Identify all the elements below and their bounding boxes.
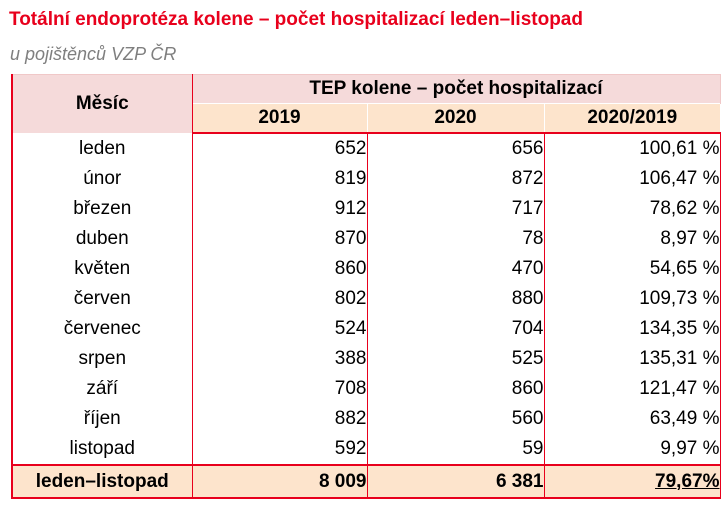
cell-2020: 656 <box>367 133 545 164</box>
cell-ratio: 106,47 % <box>544 164 721 194</box>
cell-2019: 882 <box>192 404 368 434</box>
cell-ratio: 9,97 % <box>544 434 721 465</box>
cell-month: červen <box>11 284 193 314</box>
total-2019: 8 009 <box>192 464 368 499</box>
header-2020: 2020 <box>366 103 545 134</box>
table-title: Totální endoprotéza kolene – počet hospi… <box>9 9 583 30</box>
header-group: TEP kolene – počet hospitalizací <box>192 74 721 104</box>
cell-ratio: 100,61 % <box>544 133 721 164</box>
cell-ratio: 134,35 % <box>544 314 721 344</box>
header-2019: 2019 <box>192 103 367 134</box>
table-row: únor 819 872 106,47 % <box>11 164 721 194</box>
header-ratio: 2020/2019 <box>544 103 720 134</box>
cell-2019: 592 <box>192 434 368 465</box>
cell-month: duben <box>11 224 193 254</box>
cell-2020: 525 <box>367 344 545 374</box>
cell-month: leden <box>11 133 193 164</box>
cell-ratio: 109,73 % <box>544 284 721 314</box>
cell-2019: 912 <box>192 194 368 224</box>
total-ratio-value: 79,67% <box>655 470 720 492</box>
cell-2020: 78 <box>367 224 545 254</box>
cell-ratio: 63,49 % <box>544 404 721 434</box>
table-row: červen 802 880 109,73 % <box>11 284 721 314</box>
cell-ratio: 135,31 % <box>544 344 721 374</box>
cell-2020: 704 <box>367 314 545 344</box>
total-label: leden–listopad <box>11 464 193 499</box>
cell-2019: 388 <box>192 344 368 374</box>
table-body: leden 652 656 100,61 % únor 819 872 106,… <box>11 133 721 499</box>
cell-2020: 872 <box>367 164 545 194</box>
cell-2019: 524 <box>192 314 368 344</box>
cell-2020: 560 <box>367 404 545 434</box>
cell-2020: 59 <box>367 434 545 465</box>
table-row: listopad 592 59 9,97 % <box>11 434 721 465</box>
table-row: září 708 860 121,47 % <box>11 374 721 404</box>
table-row: říjen 882 560 63,49 % <box>11 404 721 434</box>
cell-month: únor <box>11 164 193 194</box>
cell-month: květen <box>11 254 193 284</box>
total-2020: 6 381 <box>367 464 545 499</box>
total-ratio: 79,67% <box>544 464 721 499</box>
cell-2020: 717 <box>367 194 545 224</box>
cell-2019: 708 <box>192 374 368 404</box>
cell-ratio: 54,65 % <box>544 254 721 284</box>
total-row: leden–listopad 8 009 6 381 79,67% <box>11 464 721 499</box>
cell-2019: 802 <box>192 284 368 314</box>
header-month: Měsíc <box>11 74 193 133</box>
cell-2019: 870 <box>192 224 368 254</box>
table-subtitle: u pojištěnců VZP ČR <box>10 44 177 64</box>
cell-ratio: 8,97 % <box>544 224 721 254</box>
cell-month: listopad <box>11 434 193 465</box>
cell-month: září <box>11 374 193 404</box>
cell-2020: 880 <box>367 284 545 314</box>
cell-2020: 470 <box>367 254 545 284</box>
cell-2020: 860 <box>367 374 545 404</box>
cell-ratio: 78,62 % <box>544 194 721 224</box>
cell-month: srpen <box>11 344 193 374</box>
table-row: červenec 524 704 134,35 % <box>11 314 721 344</box>
cell-ratio: 121,47 % <box>544 374 721 404</box>
table-row: srpen 388 525 135,31 % <box>11 344 721 374</box>
cell-month: říjen <box>11 404 193 434</box>
hospitalization-table: Měsíc TEP kolene – počet hospitalizací 2… <box>11 74 721 499</box>
cell-2019: 860 <box>192 254 368 284</box>
table-row: duben 870 78 8,97 % <box>11 224 721 254</box>
table-row: květen 860 470 54,65 % <box>11 254 721 284</box>
cell-month: březen <box>11 194 193 224</box>
cell-2019: 819 <box>192 164 368 194</box>
cell-month: červenec <box>11 314 193 344</box>
table-row: březen 912 717 78,62 % <box>11 194 721 224</box>
table-row: leden 652 656 100,61 % <box>11 133 721 164</box>
cell-2019: 652 <box>192 133 368 164</box>
